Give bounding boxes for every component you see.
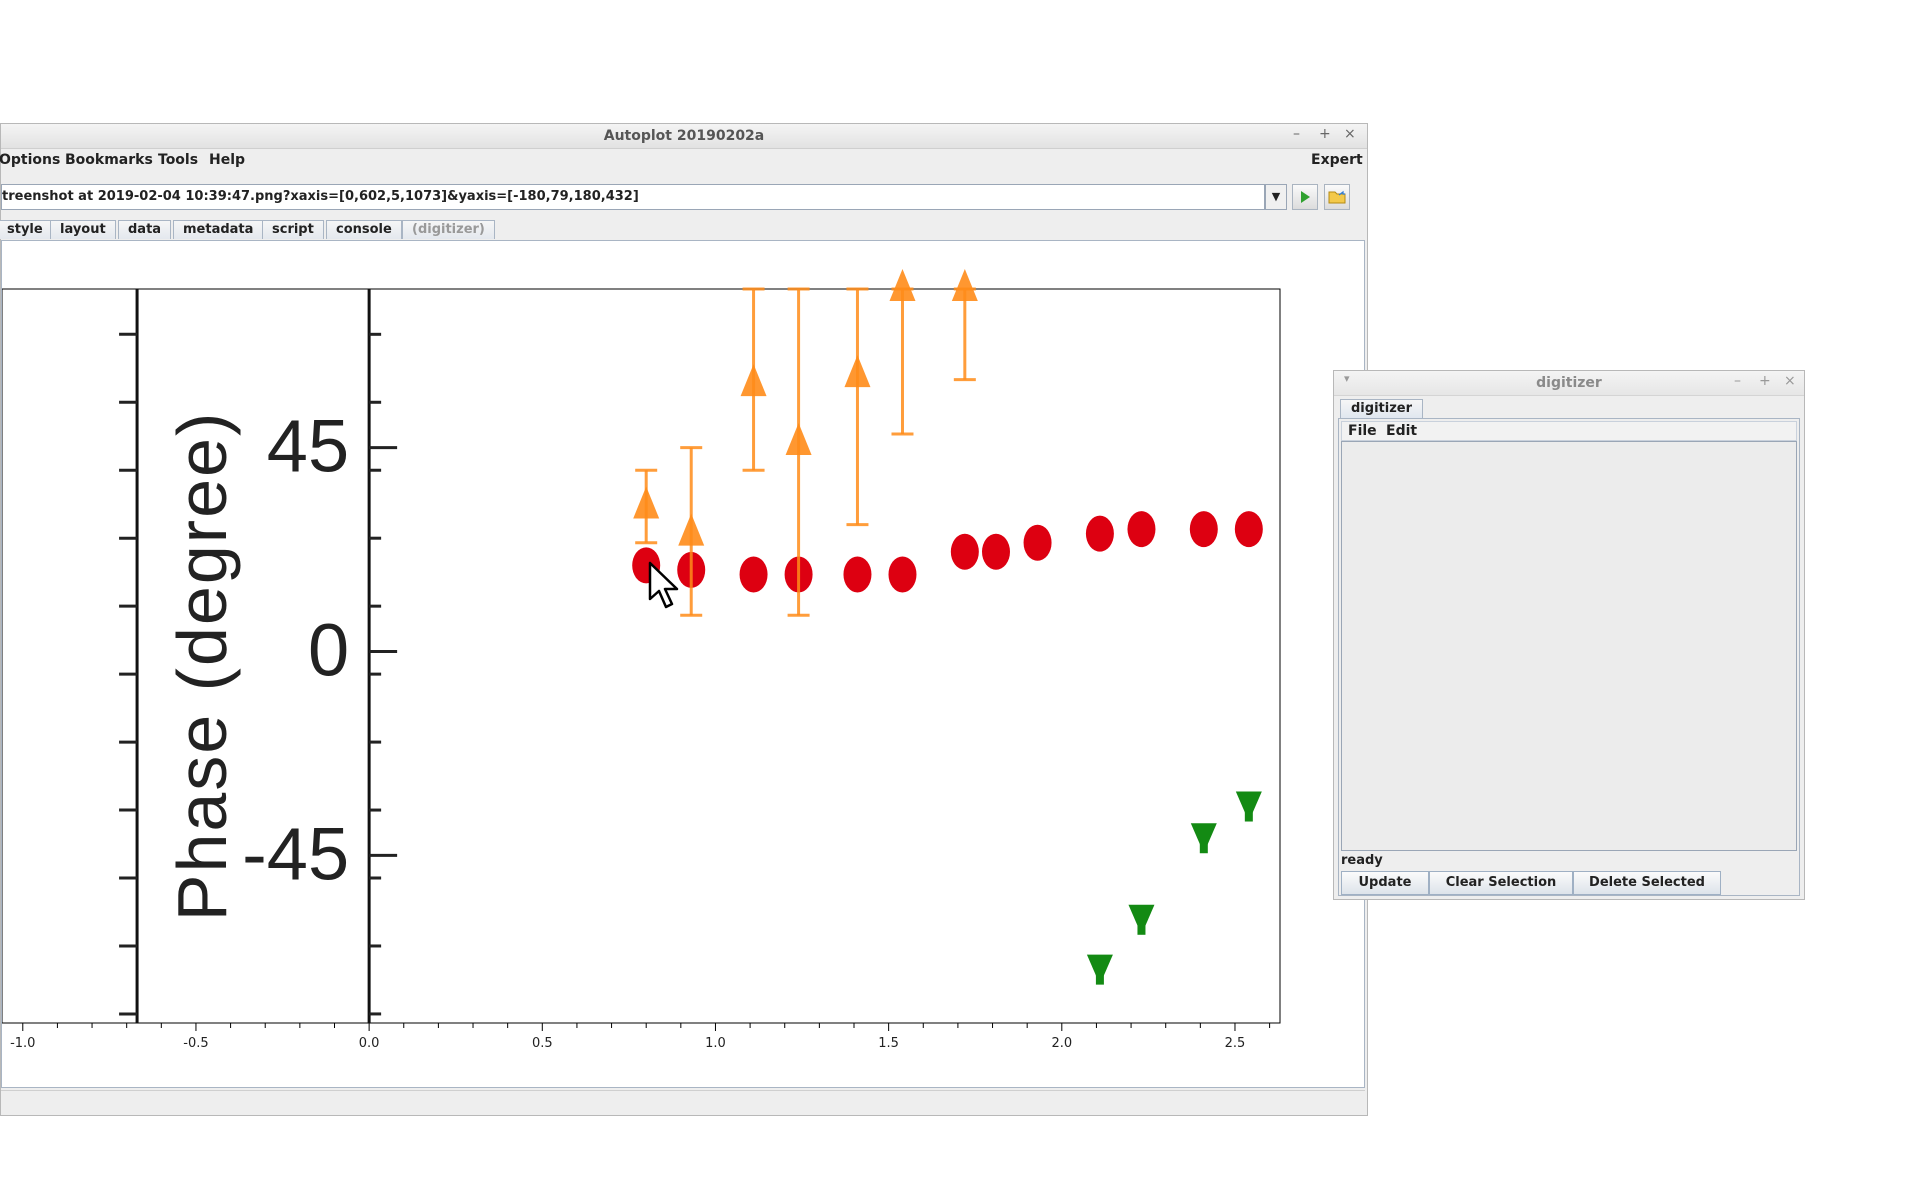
x-tick-label: 1.5	[878, 1036, 899, 1051]
data-point-circle	[1127, 511, 1156, 548]
digitizer-titlebar[interactable]: ▾ digitizer – + ×	[1334, 371, 1804, 396]
data-point-triangle-down	[1086, 954, 1113, 985]
update-button[interactable]: Update	[1341, 871, 1429, 895]
address-row: treenshot at 2019-02-04 10:39:47.png?xax…	[1, 184, 1369, 212]
menu-bookmarks[interactable]: Bookmarks	[65, 152, 153, 168]
data-point-circle	[739, 556, 768, 593]
digitizer-title: digitizer	[1536, 375, 1602, 391]
data-point-triangle-down	[1190, 823, 1217, 854]
x-tick-label: 1.0	[705, 1036, 726, 1051]
digitizer-minimize-button[interactable]: –	[1734, 373, 1741, 389]
go-button[interactable]	[1292, 184, 1318, 210]
x-tick-label: 2.5	[1225, 1036, 1246, 1051]
chevron-down-icon: ▼	[1271, 190, 1281, 203]
mouse-cursor-icon	[648, 561, 679, 609]
data-point-triangle-up	[951, 269, 978, 301]
x-tick-label: 2.0	[1051, 1036, 1072, 1051]
minimize-button[interactable]: –	[1293, 126, 1300, 142]
digitizer-menubar: File Edit	[1341, 421, 1797, 441]
status-bar	[1, 1090, 1365, 1115]
clear-selection-button[interactable]: Clear Selection	[1429, 871, 1573, 895]
tab-digitizer[interactable]: (digitizer)	[402, 220, 495, 239]
digitized-points-list[interactable]	[1341, 441, 1797, 851]
data-point-circle	[982, 533, 1010, 570]
maximize-button[interactable]: +	[1319, 126, 1331, 142]
digitizer-tab[interactable]: digitizer	[1340, 399, 1423, 419]
x-tick-label: -0.5	[183, 1036, 208, 1051]
tab-console[interactable]: console	[326, 220, 402, 239]
y-axis-label: Phase (degree)	[163, 411, 241, 922]
x-tick-label: -1.0	[10, 1036, 35, 1051]
menu-expert[interactable]: Expert	[1311, 152, 1363, 168]
data-point-triangle-up	[740, 364, 767, 397]
y-tick-label: 0	[308, 608, 349, 691]
url-input[interactable]: treenshot at 2019-02-04 10:39:47.png?xax…	[1, 184, 1265, 210]
tab-script[interactable]: script	[262, 220, 324, 239]
data-point-circle	[1085, 515, 1114, 552]
tab-data[interactable]: data	[118, 220, 172, 239]
menu-options[interactable]: Options	[0, 152, 61, 168]
menu-bar: Options Bookmarks Tools Help Expert	[0, 149, 1367, 171]
window-title: Autoplot 20190202a	[603, 128, 765, 144]
plot-frame	[2, 288, 1281, 1024]
window-menu-icon[interactable]: ▾	[1344, 372, 1350, 385]
data-point-circle	[888, 556, 917, 593]
y-tick-label: -45	[242, 812, 349, 895]
data-point-triangle-up	[785, 423, 812, 456]
tab-metadata[interactable]: metadata	[173, 220, 264, 239]
canvas-panel: 45 0 -45 Phase (degree) -1.0 -0.5 0.0 0.5 1.0 1.5…	[1, 240, 1365, 1088]
menu-help[interactable]: Help	[209, 152, 246, 168]
autoplot-window: Autoplot 20190202a – + × Options Bookmar…	[0, 123, 1368, 1116]
data-point-triangle-down	[1199, 843, 1208, 854]
digitizer-close-button[interactable]: ×	[1784, 373, 1796, 389]
folder-icon	[1328, 190, 1346, 204]
data-point-triangle-up	[844, 355, 871, 388]
y-tick-label: 45	[267, 405, 349, 488]
data-point-circle	[843, 556, 872, 593]
data-point-triangle-down	[1137, 924, 1146, 935]
data-point-triangle-up	[678, 513, 705, 546]
data-point-triangle-up	[633, 486, 660, 519]
data-point-circle	[1023, 524, 1052, 561]
digitizer-menu-edit[interactable]: Edit	[1386, 423, 1418, 439]
data-point-circle	[950, 533, 979, 570]
data-point-circle	[1189, 511, 1218, 548]
digitizer-panel: File Edit ready Update Clear Selection D…	[1338, 418, 1800, 896]
data-point-triangle-up	[889, 269, 916, 301]
x-tick-label: 0.0	[359, 1036, 380, 1051]
digitizer-maximize-button[interactable]: +	[1759, 373, 1771, 389]
menu-tools[interactable]: Tools	[158, 152, 199, 168]
x-tick-label: 0.5	[532, 1036, 553, 1051]
data-point-triangle-down	[1128, 904, 1155, 935]
browse-button[interactable]	[1324, 184, 1350, 210]
data-point-triangle-down	[1095, 974, 1104, 985]
url-dropdown-button[interactable]: ▼	[1265, 184, 1287, 210]
window-titlebar[interactable]: Autoplot 20190202a – + ×	[1, 124, 1367, 149]
digitizer-menu-file[interactable]: File	[1348, 423, 1377, 439]
digitizer-window: ▾ digitizer – + × digitizer File Edit re…	[1333, 370, 1805, 900]
delete-selected-button[interactable]: Delete Selected	[1573, 871, 1721, 895]
play-icon	[1301, 191, 1310, 203]
close-button[interactable]: ×	[1344, 126, 1356, 142]
data-point-circle	[1234, 511, 1263, 548]
data-point-triangle-down	[1244, 811, 1253, 822]
tab-style[interactable]: style	[0, 220, 53, 239]
tab-layout[interactable]: layout	[50, 220, 116, 239]
data-point-triangle-down	[1235, 791, 1262, 822]
digitizer-status: ready	[1341, 853, 1383, 868]
